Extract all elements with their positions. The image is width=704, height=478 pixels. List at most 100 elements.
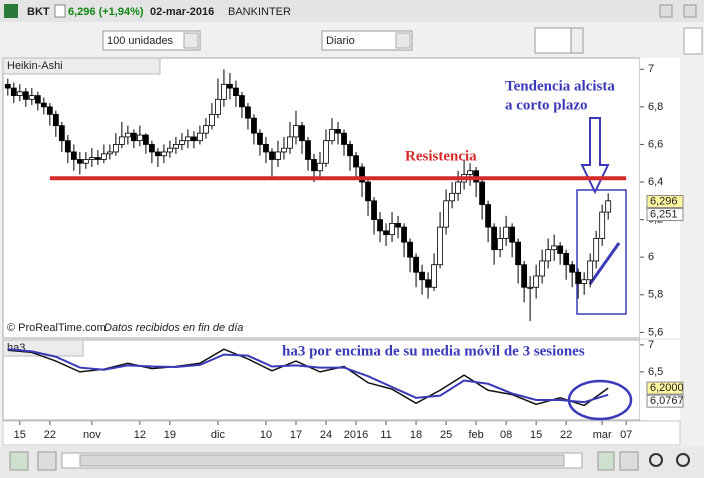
window-button[interactable] [659, 4, 673, 18]
candle-body [479, 181, 486, 205]
x-tick-label: 24 [320, 429, 332, 441]
x-tick-label: feb [468, 429, 483, 441]
trend-line [588, 242, 621, 285]
resistance-label: Resistencia [405, 148, 477, 164]
candle-body [515, 241, 522, 266]
highlight-box [576, 189, 627, 315]
candle-body [575, 271, 582, 284]
candle-body [533, 275, 540, 288]
panel-title: Heikin-Ashi [7, 60, 63, 72]
candle-body [545, 249, 552, 262]
annotation: a corto plazo [505, 97, 587, 113]
candle-body [64, 140, 71, 153]
time-axis [2, 420, 681, 446]
candle-body [593, 238, 600, 262]
company-name: BANKINTER [228, 6, 291, 18]
candle-body [245, 106, 251, 119]
panel-header [2, 57, 161, 75]
candle-body [22, 91, 29, 100]
candle-body [221, 83, 227, 100]
y-tick-label: 5,6 [648, 326, 663, 338]
candle-body [269, 151, 275, 160]
tool-button[interactable] [37, 451, 57, 471]
close-button[interactable] [683, 4, 697, 18]
candle-body [425, 279, 431, 288]
candle-body [52, 113, 59, 127]
candle-body [299, 125, 305, 142]
candle-body [569, 264, 576, 273]
side-icon[interactable] [683, 27, 703, 55]
tool-button[interactable] [9, 451, 29, 471]
zoom-button[interactable] [619, 451, 639, 471]
copyright: © ProRealTime.com [7, 322, 106, 334]
last-value-box [646, 208, 684, 222]
quantity: 100 unidades [107, 35, 174, 47]
last-value-label: 6,2000 [650, 382, 684, 394]
quantity-dropdown[interactable] [102, 30, 201, 51]
candle-body [167, 147, 173, 153]
period: Diario [326, 35, 355, 47]
candle-body [317, 162, 323, 172]
dropdown-button[interactable] [395, 32, 411, 49]
candle-body [227, 83, 233, 89]
candle-body [197, 132, 203, 142]
candle-body [323, 140, 329, 164]
x-tick-label: 15 [530, 429, 542, 441]
candle-body [293, 125, 299, 138]
x-tick-label: mar [593, 429, 612, 441]
candle-body [437, 226, 443, 266]
candle-body [599, 211, 606, 239]
candle-body [485, 204, 492, 228]
candle-body [527, 286, 534, 289]
candle-body [605, 200, 612, 213]
candle-body [563, 253, 570, 266]
x-tick-label: 11 [380, 429, 391, 441]
dropdown-button[interactable] [570, 27, 584, 54]
info-icon[interactable] [54, 4, 66, 18]
y-tick-label: 6,8 [648, 101, 663, 113]
zoom-in[interactable] [676, 453, 690, 467]
tool-button[interactable] [597, 451, 615, 471]
x-tick-label: 22 [560, 429, 572, 441]
candle-body [395, 222, 401, 228]
candle-body [46, 106, 53, 115]
last-value-box [646, 195, 684, 209]
candle-body [419, 271, 425, 281]
x-tick-label: 22 [44, 429, 56, 441]
candle-body [551, 245, 558, 251]
candle-body [503, 226, 510, 239]
candle-body [16, 91, 23, 96]
symbol: BKT [27, 6, 50, 18]
candle-body [407, 241, 413, 258]
candle-body [161, 151, 167, 157]
scroll-thumb[interactable] [79, 454, 565, 467]
candle-body [4, 83, 11, 89]
candle-body [142, 134, 149, 145]
candle-body [233, 87, 239, 96]
candle-body [209, 113, 215, 127]
x-tick-label: 07 [620, 429, 632, 441]
period-dropdown[interactable] [321, 30, 413, 51]
x-tick-label: 15 [14, 429, 26, 441]
candle-body [539, 260, 546, 277]
candle-body [154, 151, 161, 157]
candle-body [263, 144, 269, 153]
candle-body [191, 136, 197, 142]
candle-body [365, 181, 371, 202]
title-bar [0, 0, 704, 22]
annotation: ha3 por encima de su media móvil de 3 se… [282, 343, 585, 359]
candle-body [305, 140, 311, 160]
chart-type-button[interactable] [534, 27, 572, 54]
candle-body [118, 136, 125, 145]
dropdown-button[interactable] [183, 32, 199, 49]
y-tick-label: 6 [648, 251, 654, 263]
candle-body [359, 166, 365, 183]
date: 02-mar-2016 [150, 6, 214, 18]
last-value-label: 6,0767 [650, 395, 684, 407]
candle-body [76, 159, 83, 164]
app-icon [4, 4, 18, 18]
candle-body [443, 200, 449, 228]
zoom-out[interactable] [649, 453, 663, 467]
candle-body [239, 95, 245, 108]
candle-body [491, 226, 498, 251]
